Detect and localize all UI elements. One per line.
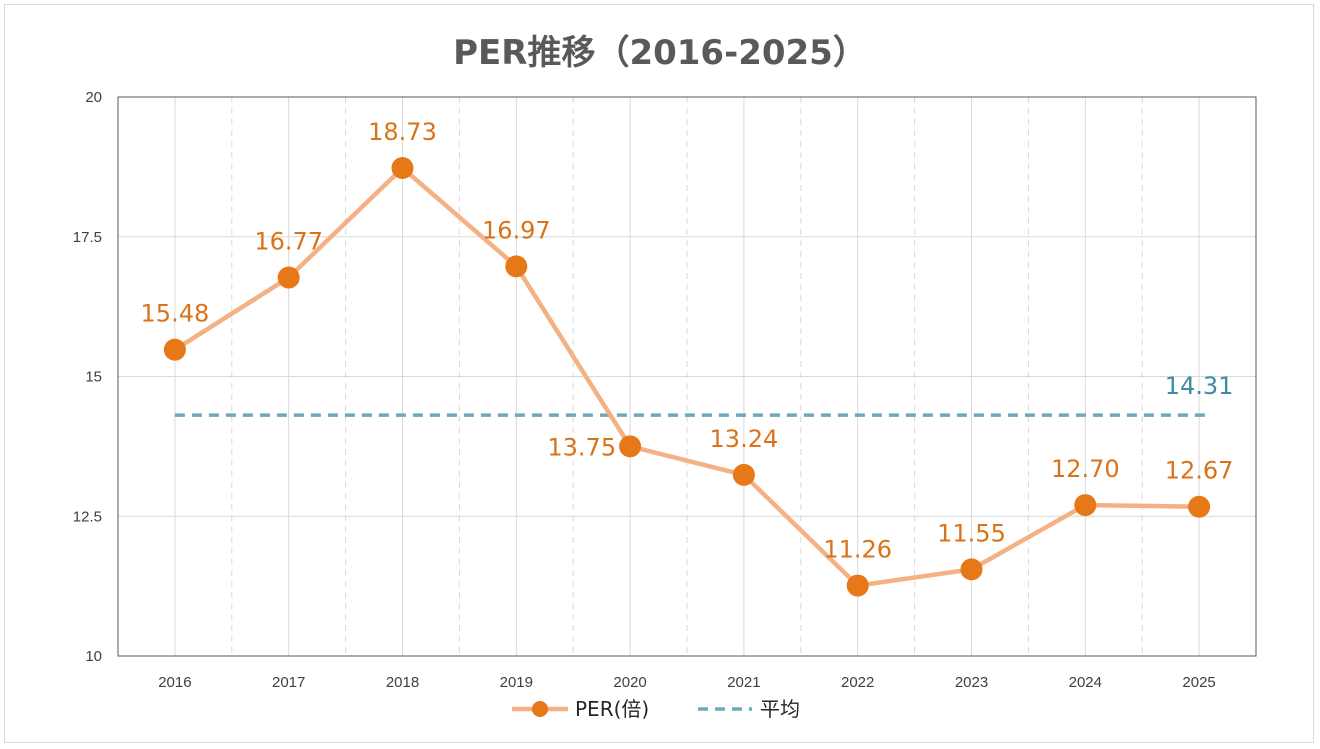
x-tick-label: 2020: [613, 674, 646, 691]
legend-average-label: 平均: [760, 697, 800, 721]
x-tick-label: 2017: [272, 674, 305, 691]
per-data-label: 13.75: [547, 433, 616, 461]
per-data-label: 13.24: [710, 425, 779, 453]
x-tick-label: 2019: [500, 674, 533, 691]
per-data-label: 11.26: [823, 536, 892, 564]
legend-per-label: PER(倍): [575, 697, 649, 721]
per-data-label: 11.55: [937, 519, 1006, 547]
y-tick-label: 12.5: [73, 508, 102, 525]
legend: PER(倍) 平均: [512, 697, 800, 721]
per-point-2024: [1074, 494, 1097, 517]
x-tick-label: 2025: [1182, 674, 1215, 691]
per-series-line: [173, 165, 1200, 588]
x-tick-label: 2022: [841, 674, 874, 691]
grid: [118, 97, 1256, 656]
per-data-label: 15.48: [141, 300, 210, 328]
x-tick-label: 2024: [1069, 674, 1102, 691]
per-point-2017: [277, 266, 300, 289]
per-point-2019: [505, 255, 528, 278]
y-tick-label: 15: [85, 369, 102, 386]
x-tick-label: 2016: [158, 674, 191, 691]
per-point-2018: [391, 156, 414, 179]
per-point-2025: [1188, 495, 1211, 518]
y-tick-label: 10: [85, 648, 102, 665]
per-point-2021: [732, 463, 755, 486]
plot-area: [117, 96, 1257, 657]
per-data-label: 16.97: [482, 216, 551, 244]
average-data-label: 14.31: [1165, 372, 1234, 400]
y-axis-ticks: 10 12.5 15 17.5 20: [73, 89, 102, 665]
y-tick-label: 17.5: [73, 229, 102, 246]
per-data-label: 18.73: [368, 118, 437, 146]
chart-frame: [4, 4, 1314, 743]
series-layer: 14.31 15.48 16.77 18.73 16.97 13.75 13.24 11.26…: [141, 118, 1234, 597]
per-data-label: 16.77: [254, 228, 323, 256]
x-tick-label: 2021: [727, 674, 760, 691]
per-data-label: 12.67: [1165, 457, 1234, 485]
y-tick-label: 20: [85, 89, 102, 106]
per-point-2020: [619, 435, 642, 458]
per-data-label: 12.70: [1051, 455, 1120, 483]
x-tick-label: 2018: [386, 674, 419, 691]
x-tick-label: 2023: [955, 674, 988, 691]
per-point-2023: [960, 558, 983, 581]
per-point-2016: [163, 338, 186, 361]
chart-title: PER推移（2016-2025）: [453, 33, 867, 73]
per-point-2022: [846, 574, 869, 597]
x-axis-ticks: 2016 2017 2018 2019 2020 2021 2022 2023 2024 2025: [158, 674, 1216, 691]
legend-per-marker: [532, 701, 548, 717]
